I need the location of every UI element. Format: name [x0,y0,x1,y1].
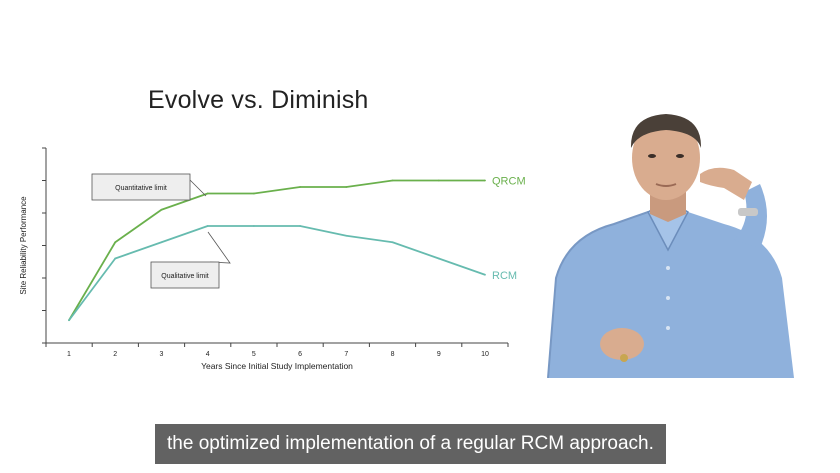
y-axis-label: Site Reliability Performance [19,196,28,295]
data-point-rcm [252,225,255,227]
x-tick-label: 5 [252,351,256,358]
presenter-photo [547,114,794,378]
data-point-qrcm [160,208,163,211]
data-point-rcm [299,225,302,227]
data-point-qrcm [484,179,486,182]
data-point-rcm [206,225,209,227]
data-point-qrcm [299,186,302,188]
subtitle-caption: the optimized implementation of a regula… [155,424,666,464]
x-tick-label: 2 [113,351,117,358]
data-point-qrcm [391,179,394,182]
callout-label: Quantitative limit [115,185,167,192]
data-point-rcm [484,273,486,276]
callout-leader [189,179,207,197]
callout-label: Qualitative limit [161,273,209,280]
x-tick-label: 3 [159,351,163,358]
data-point-rcm [68,319,70,322]
callout-box [150,261,220,289]
x-tick-label: 9 [437,351,441,358]
series-line-rcm [68,225,486,321]
series-label-rcm: RCM [492,270,517,282]
x-tick-label: 6 [298,351,302,358]
data-point-qrcm [206,192,209,195]
x-tick-label: 4 [206,351,210,358]
data-point-qrcm [345,186,348,188]
data-point-rcm [160,241,163,244]
data-point-rcm [345,234,348,237]
x-tick-label: 1 [67,351,71,358]
data-point-rcm [437,257,440,260]
data-point-rcm [114,257,117,260]
series-label-qrcm: QRCM [492,176,526,188]
chart-title: Evolve vs. Diminish [148,86,369,114]
data-point-rcm [391,241,394,244]
x-axis-label: Years Since Initial Study Implementation [201,361,353,371]
data-point-qrcm [437,179,440,182]
x-tick-label: 7 [344,351,348,358]
callout-box [91,173,191,201]
data-point-qrcm [114,241,117,244]
series-line-qrcm [68,179,485,321]
x-tick-label: 8 [391,351,395,358]
x-tick-label: 10 [481,351,489,358]
callout-leader [207,231,231,264]
data-point-qrcm [252,192,255,195]
